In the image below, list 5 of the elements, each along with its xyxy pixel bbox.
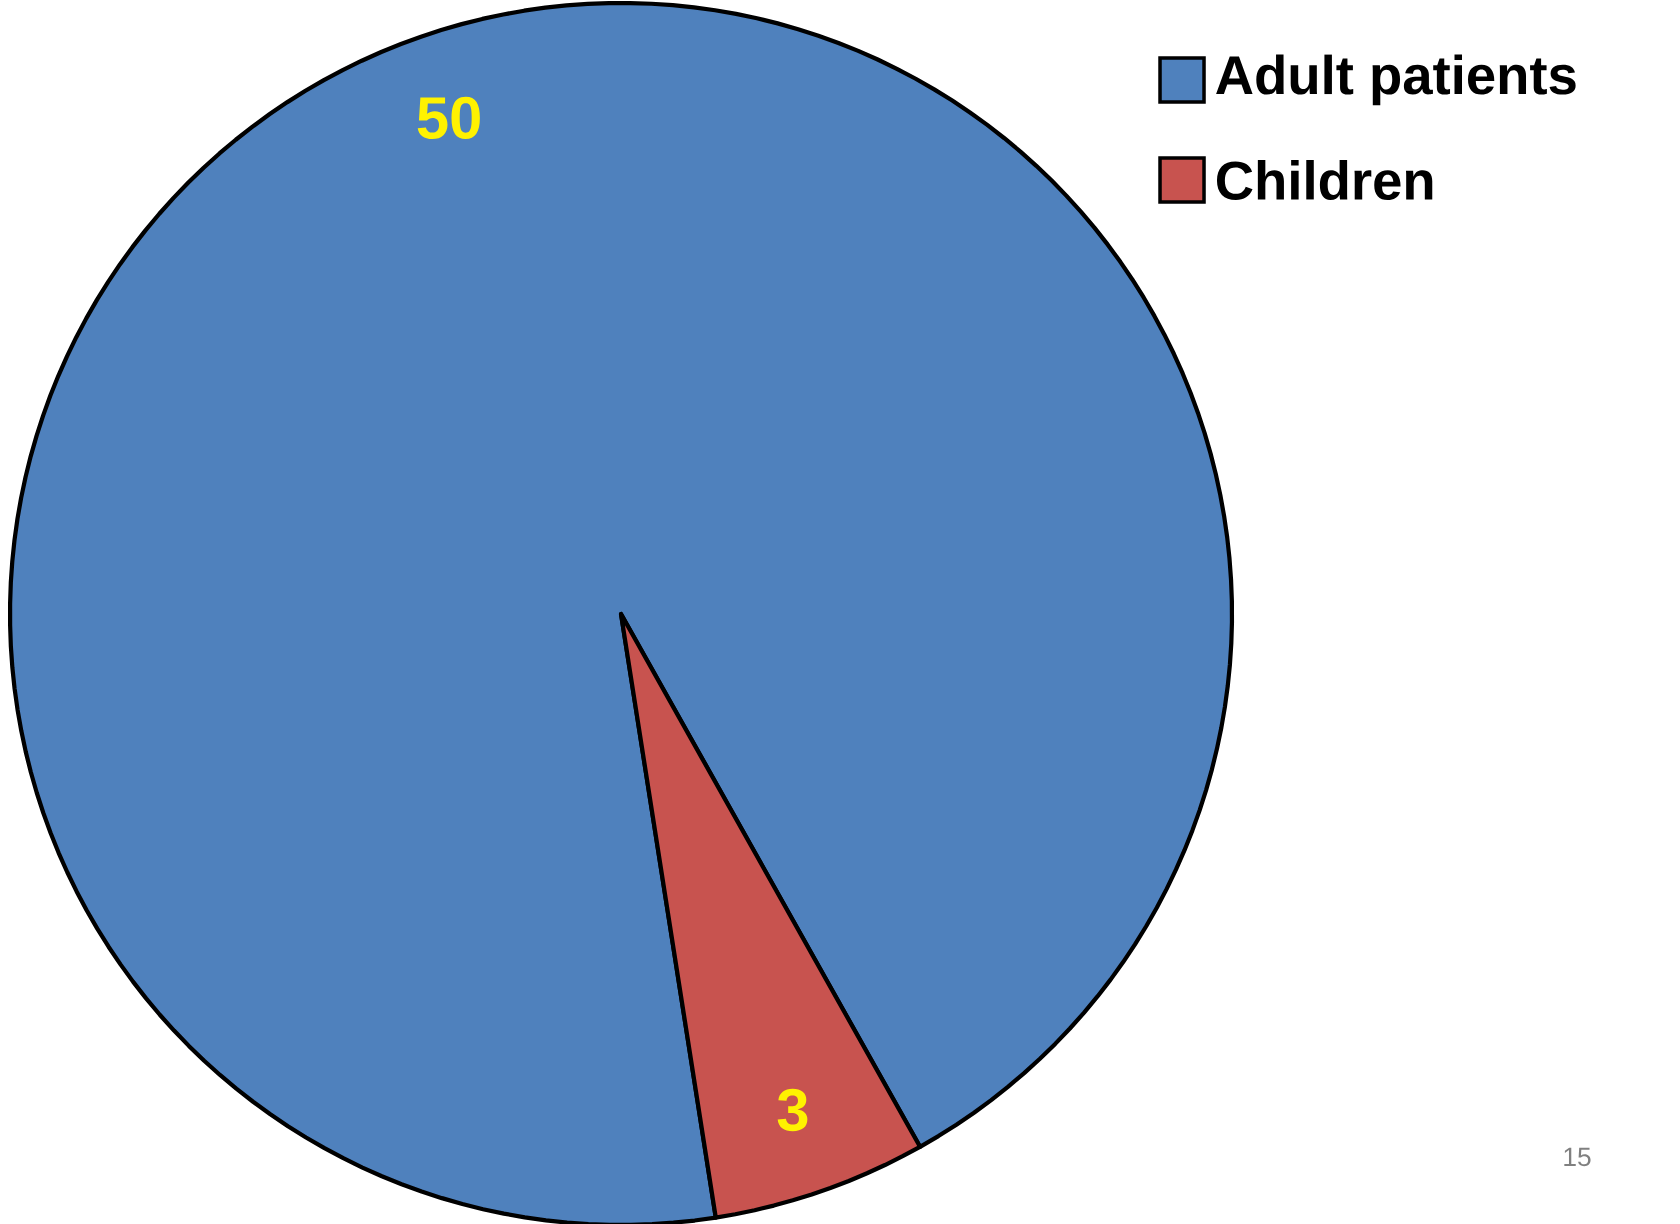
legend-label: Adult patients	[1216, 54, 1576, 106]
text: 15	[1564, 1147, 1591, 1167]
data-label: 50	[417, 96, 480, 140]
data-label: 3	[777, 1088, 808, 1132]
legend-label: Children	[1216, 159, 1433, 201]
